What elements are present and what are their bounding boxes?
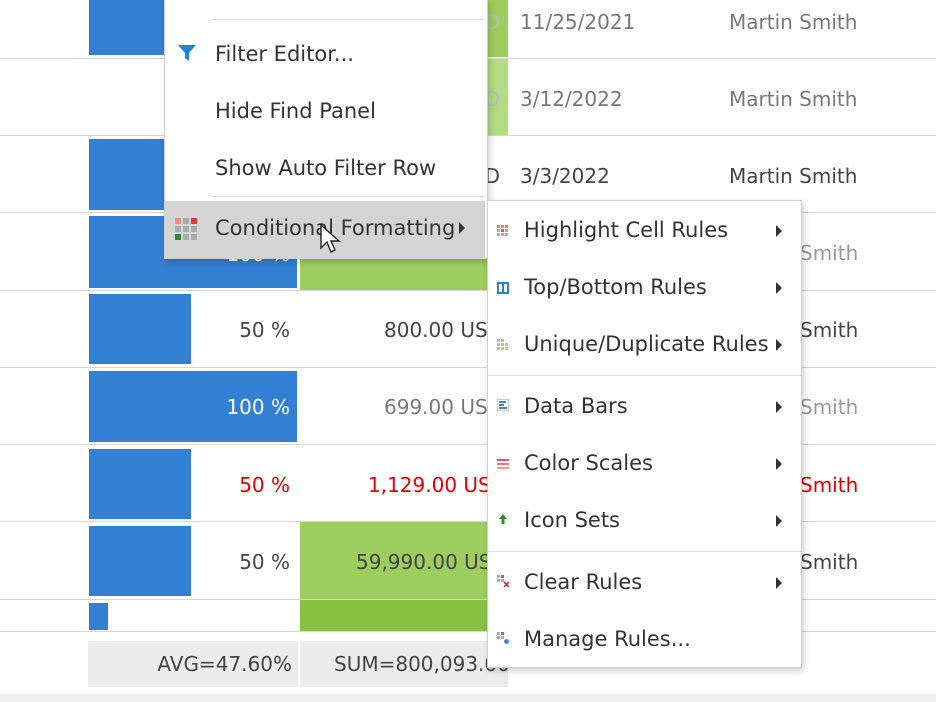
submenu-arrow-icon bbox=[776, 282, 782, 294]
submenu-arrow-icon bbox=[776, 515, 782, 527]
row-divider bbox=[0, 521, 936, 522]
submenu-item-data-bars[interactable]: Data Bars bbox=[488, 385, 801, 429]
submenu-item-clear-rules[interactable]: Clear Rules bbox=[488, 561, 801, 605]
menu-separator bbox=[488, 375, 801, 376]
percent-cell: 50 % bbox=[239, 550, 290, 574]
color-scales-icon bbox=[497, 459, 509, 469]
row-divider bbox=[0, 599, 936, 600]
date-cell: 11/25/2021 bbox=[520, 10, 636, 34]
owner-cell: Martin Smith bbox=[729, 87, 858, 111]
data-bar bbox=[89, 294, 191, 364]
submenu-arrow-icon bbox=[459, 222, 465, 234]
percent-cell: 100 % bbox=[226, 395, 290, 419]
owner-cell: Martin Smith bbox=[729, 164, 858, 188]
summary-cell-amount: SUM=800,093.00 bbox=[300, 641, 508, 687]
submenu-arrow-icon bbox=[776, 577, 782, 589]
submenu-item-manage-rules[interactable]: Manage Rules... bbox=[488, 618, 801, 662]
highlight-cell-rules-icon bbox=[497, 225, 508, 236]
menu-item-label: Unique/Duplicate Rules bbox=[524, 332, 769, 356]
menu-separator bbox=[488, 551, 801, 552]
submenu-arrow-icon bbox=[776, 458, 782, 470]
menu-item-label: Conditional Formatting bbox=[215, 216, 456, 240]
summary-avg-label: AVG=47.60% bbox=[157, 652, 292, 676]
unique-duplicate-rules-icon bbox=[497, 339, 508, 350]
menu-item-label: Manage Rules... bbox=[524, 627, 691, 651]
submenu-arrow-icon bbox=[776, 401, 782, 413]
date-cell: 3/3/2022 bbox=[520, 164, 610, 188]
menu-separator bbox=[211, 196, 485, 197]
menu-item-label: Hide Find Panel bbox=[215, 99, 376, 123]
data-bar bbox=[89, 603, 108, 630]
summary-cell-percent: AVG=47.60% bbox=[88, 641, 298, 687]
submenu-arrow-icon bbox=[776, 339, 782, 351]
conditional-formatting-submenu: Highlight Cell Rules Top/Bottom Rules Un… bbox=[487, 200, 802, 668]
menu-item-label: Data Bars bbox=[524, 394, 628, 418]
amount-cell: D bbox=[484, 10, 500, 34]
submenu-item-highlight-cell-rules[interactable]: Highlight Cell Rules bbox=[488, 209, 801, 253]
top-bottom-rules-icon bbox=[497, 282, 509, 294]
submenu-item-unique-duplicate-rules[interactable]: Unique/Duplicate Rules bbox=[488, 323, 801, 367]
data-bar bbox=[89, 526, 191, 596]
amount-cell: 1,129.00 USD bbox=[368, 473, 487, 497]
data-bar bbox=[89, 449, 191, 519]
manage-rules-icon bbox=[497, 632, 509, 644]
data-bars-icon bbox=[497, 399, 509, 411]
menu-item-label: Color Scales bbox=[524, 451, 653, 475]
amount-cell: 800.00 USD bbox=[384, 318, 487, 342]
amount-cell: D bbox=[484, 164, 500, 188]
menu-item-show-auto-filter-row[interactable]: Show Auto Filter Row bbox=[165, 147, 485, 191]
owner-cell: Smith bbox=[800, 395, 859, 419]
data-bar bbox=[89, 139, 165, 210]
amount-cell: D bbox=[484, 87, 500, 111]
amount-cell: 699.00 USD bbox=[384, 395, 487, 419]
submenu-item-top-bottom-rules[interactable]: Top/Bottom Rules bbox=[488, 266, 801, 310]
menu-item-hide-find-panel[interactable]: Hide Find Panel bbox=[165, 90, 485, 134]
percent-cell: 50 % bbox=[239, 473, 290, 497]
menu-item-label: Show Auto Filter Row bbox=[215, 156, 437, 180]
row-divider bbox=[0, 290, 936, 291]
menu-item-label: Filter Editor... bbox=[215, 42, 354, 66]
owner-cell: Smith bbox=[800, 550, 859, 574]
clear-rules-icon bbox=[497, 575, 509, 587]
menu-item-label: Highlight Cell Rules bbox=[524, 218, 729, 242]
menu-item-label: Top/Bottom Rules bbox=[524, 275, 707, 299]
menu-item-label: Icon Sets bbox=[524, 508, 620, 532]
filter-icon bbox=[178, 45, 196, 61]
arrow-up-icon bbox=[499, 514, 507, 524]
submenu-item-icon-sets[interactable]: Icon Sets bbox=[488, 499, 801, 543]
menu-item-label: Clear Rules bbox=[524, 570, 643, 594]
menu-separator bbox=[211, 19, 485, 20]
data-bar bbox=[89, 371, 297, 442]
amount-cell: 59,990.00 USD bbox=[356, 550, 487, 574]
row-divider bbox=[0, 631, 936, 632]
menu-item-conditional-formatting[interactable]: Conditional Formatting bbox=[165, 201, 485, 258]
date-cell: 3/12/2022 bbox=[520, 87, 623, 111]
summary-sum-label: SUM=800,093.00 bbox=[334, 652, 508, 676]
amount-cell-fill bbox=[486, 0, 508, 57]
data-bar bbox=[89, 0, 165, 55]
amount-cell-fill bbox=[300, 522, 490, 599]
owner-cell: Smith bbox=[800, 473, 859, 497]
context-menu: Filter Editor... Hide Find Panel Show Au… bbox=[164, 0, 488, 259]
row-divider bbox=[0, 367, 936, 368]
row-divider bbox=[0, 444, 936, 445]
footer-strip bbox=[0, 694, 936, 702]
amount-cell-fill bbox=[300, 600, 490, 631]
owner-cell: Smith bbox=[800, 241, 859, 265]
owner-cell: Smith bbox=[800, 318, 859, 342]
menu-item-filter-editor[interactable]: Filter Editor... bbox=[165, 33, 485, 77]
submenu-item-color-scales[interactable]: Color Scales bbox=[488, 442, 801, 486]
owner-cell: Martin Smith bbox=[729, 10, 858, 34]
amount-cell-fill bbox=[486, 59, 508, 135]
percent-cell: 50 % bbox=[239, 318, 290, 342]
mouse-cursor-icon bbox=[320, 224, 341, 253]
submenu-arrow-icon bbox=[776, 225, 782, 237]
conditional-formatting-icon bbox=[175, 218, 197, 240]
